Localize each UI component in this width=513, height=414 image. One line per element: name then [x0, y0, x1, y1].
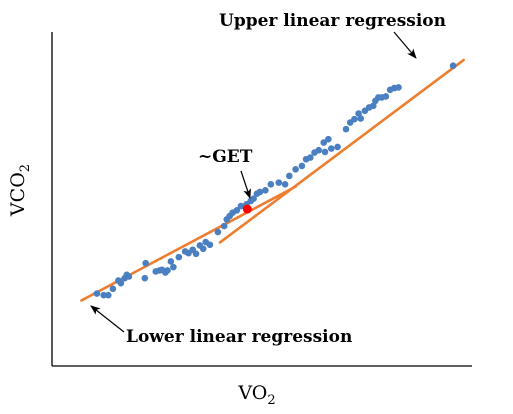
- data-point: [167, 258, 175, 265]
- data-point: [100, 291, 107, 299]
- data-point: [351, 115, 358, 123]
- regression-lines: [80, 58, 465, 302]
- x-axis-label-subscript: 2: [267, 393, 275, 408]
- data-point: [192, 250, 200, 258]
- get-label: ~GET: [198, 147, 253, 167]
- data-point: [125, 273, 133, 280]
- data-point: [357, 115, 365, 122]
- data-point: [292, 165, 299, 173]
- data-point: [214, 228, 222, 236]
- data-point: [342, 125, 350, 133]
- data-point: [320, 139, 328, 146]
- y-axis-label-subscript: 2: [18, 164, 33, 172]
- data-point: [104, 291, 112, 299]
- y-axis-label-main: VCO: [7, 172, 29, 217]
- data-point: [220, 222, 228, 230]
- axes: [51, 32, 472, 367]
- data-point: [256, 188, 264, 196]
- lower-regression-label: Lower linear regression: [126, 327, 352, 347]
- data-point: [315, 146, 323, 154]
- data-point: [334, 143, 341, 151]
- data-point: [93, 290, 101, 297]
- upper-regression-arrow: [393, 31, 417, 59]
- upper-regression-line: [218, 58, 465, 244]
- data-point: [175, 253, 183, 261]
- y-axis-label: VCO2: [7, 164, 33, 217]
- data-point: [237, 202, 245, 210]
- data-point: [275, 179, 283, 186]
- data-point: [141, 274, 149, 282]
- data-point: [298, 162, 306, 170]
- data-point: [267, 181, 275, 188]
- data-point: [142, 259, 149, 267]
- data-point: [370, 102, 377, 110]
- data-points: [93, 62, 457, 299]
- upper-regression-label: Upper linear regression: [219, 11, 446, 31]
- data-point: [199, 245, 207, 253]
- data-point: [262, 187, 269, 194]
- data-point: [281, 181, 289, 188]
- data-point: [170, 263, 177, 271]
- x-axis-label-main: VO: [237, 382, 267, 404]
- data-point: [395, 84, 402, 91]
- data-point: [206, 241, 214, 249]
- data-point: [117, 279, 125, 287]
- data-point: [355, 110, 362, 117]
- annotations: Upper linear regression Lower linear reg…: [90, 11, 446, 347]
- data-point: [382, 93, 390, 100]
- data-point: [250, 195, 257, 202]
- data-point: [233, 207, 241, 214]
- data-point: [307, 154, 314, 161]
- data-point: [321, 148, 329, 156]
- data-point: [449, 62, 457, 70]
- data-point: [286, 172, 293, 180]
- x-axis-label: VO2: [237, 382, 275, 408]
- data-point: [325, 135, 332, 143]
- lower-regression-line: [80, 185, 297, 302]
- get-point-marker: [242, 204, 252, 214]
- data-point: [328, 145, 335, 152]
- lower-regression-arrow: [90, 305, 125, 333]
- data-point: [164, 267, 171, 274]
- data-point: [109, 285, 117, 293]
- get-arrow: [240, 170, 251, 199]
